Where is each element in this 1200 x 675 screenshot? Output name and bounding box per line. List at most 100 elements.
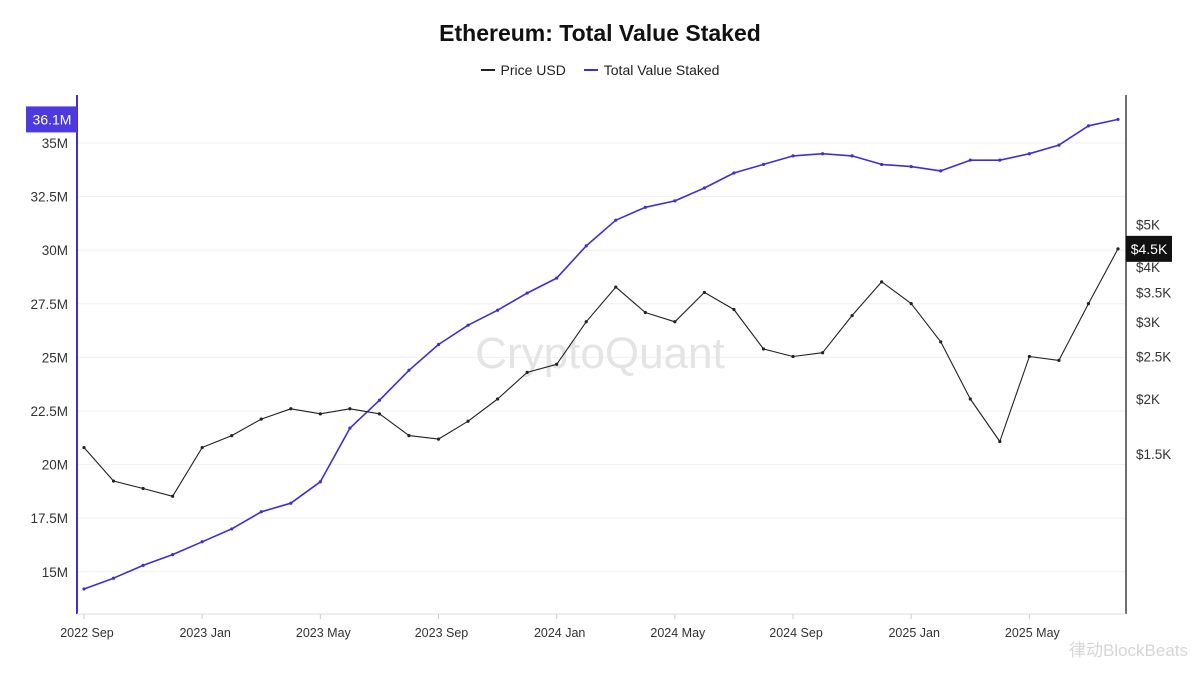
left-tick-label: 27.5M	[30, 297, 68, 312]
right-tick-label: $4K	[1136, 260, 1160, 275]
price-point	[407, 434, 411, 438]
price-point	[82, 445, 86, 450]
price-point	[230, 434, 234, 438]
price-point	[702, 290, 707, 295]
price-point	[348, 407, 352, 411]
staked-point	[525, 291, 529, 295]
footer-watermark-text: 律动BlockBeats	[1069, 641, 1188, 660]
chart-title: Ethereum: Total Value Staked	[439, 20, 761, 46]
legend: Price USD Total Value Staked	[0, 58, 1200, 78]
price-point	[171, 494, 175, 498]
staked-point	[850, 154, 854, 158]
price-point	[141, 486, 145, 491]
price-point	[200, 445, 204, 450]
legend-item-price[interactable]: Price USD	[480, 62, 566, 78]
staked-point	[673, 199, 677, 203]
staked-point	[82, 587, 86, 591]
x-tick-label: 2024 May	[650, 626, 706, 640]
price-point	[377, 412, 382, 416]
left-tick-label: 35M	[42, 136, 68, 151]
price-point	[732, 307, 736, 312]
right-value-badge	[1126, 235, 1172, 262]
price-point	[555, 362, 559, 366]
staked-point	[614, 218, 618, 222]
staked-point	[555, 276, 559, 280]
staked-point	[1086, 124, 1091, 128]
staked-point	[200, 540, 204, 544]
staked-point	[466, 323, 470, 327]
price-point	[939, 340, 943, 344]
price-point	[466, 419, 470, 423]
price-point	[998, 439, 1002, 444]
series-line-total-value-staked	[83, 118, 1119, 590]
staked-point	[791, 154, 795, 158]
left-tick-label: 20M	[42, 458, 68, 473]
price-point	[1027, 354, 1031, 359]
staked-point	[820, 152, 825, 156]
x-tick-label: 2024 Jan	[534, 626, 585, 640]
staked-point	[732, 171, 736, 175]
x-tick-label: 2023 May	[296, 626, 352, 640]
left-value-badge	[26, 106, 77, 133]
staked-point	[289, 501, 293, 505]
price-point	[968, 397, 972, 401]
x-tick-label: 2023 Sep	[415, 626, 469, 640]
price-point	[850, 313, 854, 318]
right-value-badge-label: $4.5K	[1131, 241, 1168, 257]
legend-swatch-price	[480, 69, 495, 71]
staked-point	[939, 169, 943, 173]
right-tick-label: $2.5K	[1136, 350, 1171, 365]
legend-swatch-staked	[583, 69, 598, 71]
staked-point	[111, 576, 116, 580]
staked-point	[230, 527, 234, 531]
x-tick-label: 2025 Jan	[888, 626, 939, 640]
staked-point	[259, 510, 263, 514]
price-point	[111, 479, 116, 483]
price-point	[673, 320, 677, 324]
staked-point	[436, 342, 441, 347]
price-point	[584, 320, 588, 324]
price-point	[1086, 302, 1091, 306]
x-tick-label: 2024 Sep	[769, 626, 823, 640]
price-point	[761, 347, 766, 351]
x-tick-label: 2023 Jan	[179, 626, 230, 640]
staked-point	[968, 158, 972, 162]
price-point	[496, 397, 500, 401]
staked-point	[348, 426, 352, 430]
staked-point	[998, 158, 1002, 162]
staked-point	[171, 553, 175, 557]
series-line-price-usd	[83, 248, 1119, 497]
staked-point	[1116, 117, 1120, 122]
left-tick-label: 30M	[42, 243, 68, 258]
left-tick-label: 17.5M	[30, 511, 68, 526]
price-point	[909, 302, 913, 306]
staked-point	[407, 368, 411, 372]
left-tick-label: 22.5M	[30, 404, 68, 419]
left-value-badge-label: 36.1M	[33, 111, 72, 127]
legend-label-staked: Total Value Staked	[603, 62, 720, 78]
staked-point	[880, 162, 884, 167]
price-point	[289, 407, 293, 411]
right-tick-label: $5K	[1136, 218, 1160, 233]
staked-point	[377, 398, 382, 402]
legend-item-staked[interactable]: Total Value Staked	[583, 62, 720, 78]
staked-point	[702, 186, 707, 190]
price-point	[791, 354, 795, 359]
staked-point	[643, 205, 647, 209]
price-point	[318, 412, 322, 416]
left-tick-label: 32.5M	[30, 190, 68, 205]
left-tick-label: 25M	[42, 350, 68, 365]
staked-point	[318, 480, 322, 484]
staked-point	[1027, 152, 1031, 156]
price-point	[436, 437, 441, 441]
staked-point	[1057, 143, 1061, 147]
staked-point	[584, 244, 588, 248]
right-tick-label: $1.5K	[1136, 447, 1171, 462]
right-tick-label: $2K	[1136, 392, 1160, 407]
legend-label-price: Price USD	[500, 62, 566, 78]
staked-point	[141, 563, 145, 567]
staked-point	[496, 308, 500, 312]
right-tick-label: $3K	[1136, 315, 1160, 330]
right-tick-label: $3.5K	[1136, 285, 1171, 300]
